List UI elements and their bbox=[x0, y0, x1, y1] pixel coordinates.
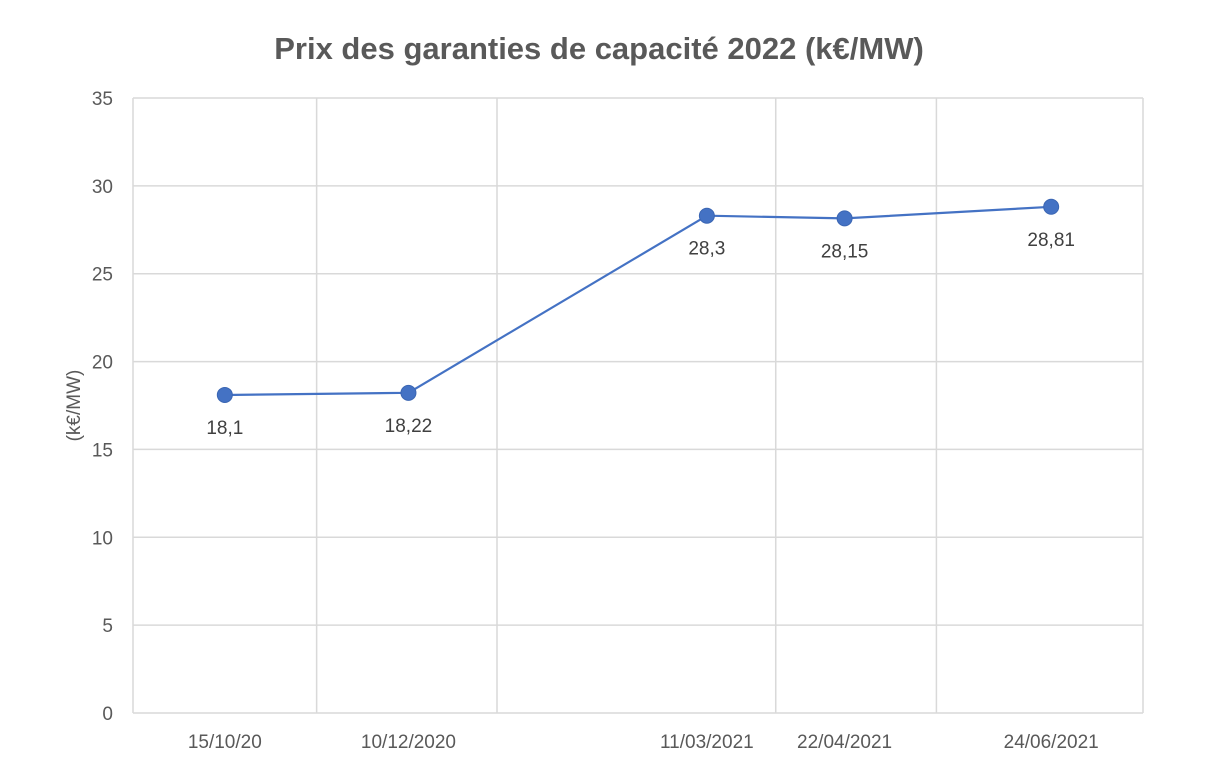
axes: 0 5 10 15 20 25 30 35 15/10/20 10/12/2020 11/03/20… bbox=[64, 89, 1143, 753]
y-tick-label: 15 bbox=[92, 440, 113, 461]
y-axis-title: (k€/MW) bbox=[64, 370, 85, 442]
y-tick-label: 0 bbox=[102, 704, 113, 725]
data-point-marker bbox=[698, 207, 715, 224]
data-point-marker bbox=[836, 210, 853, 227]
y-tick-label: 30 bbox=[92, 177, 113, 198]
y-tick-label: 10 bbox=[92, 528, 113, 549]
data-label: 28,3 bbox=[688, 239, 725, 260]
data-labels: 18,1 18,22 28,3 28,15 28,81 bbox=[206, 230, 1075, 439]
data-label: 18,22 bbox=[385, 416, 433, 437]
x-tick-label: 15/10/20 bbox=[188, 732, 262, 753]
x-tick-label: 22/04/2021 bbox=[797, 732, 892, 753]
x-tick-label: 24/06/2021 bbox=[1004, 732, 1099, 753]
x-tick-label: 11/03/2021 bbox=[660, 732, 754, 753]
data-label: 28,81 bbox=[1027, 230, 1075, 251]
chart-title: Prix des garanties de capacité 2022 (k€/… bbox=[274, 31, 924, 66]
data-point-marker bbox=[400, 384, 417, 401]
y-tick-label: 35 bbox=[92, 89, 113, 110]
series-line bbox=[224, 205, 1052, 397]
x-tick-label: 10/12/2020 bbox=[361, 732, 456, 753]
data-label: 18,1 bbox=[206, 418, 243, 439]
y-tick-label: 5 bbox=[102, 616, 113, 637]
y-tick-label: 20 bbox=[92, 353, 113, 374]
data-label: 28,15 bbox=[821, 241, 869, 262]
gridlines bbox=[132, 97, 1144, 713]
series bbox=[216, 198, 1060, 403]
y-tick-label: 25 bbox=[92, 265, 113, 286]
data-point-marker bbox=[1043, 198, 1060, 215]
data-point-marker bbox=[216, 386, 233, 403]
